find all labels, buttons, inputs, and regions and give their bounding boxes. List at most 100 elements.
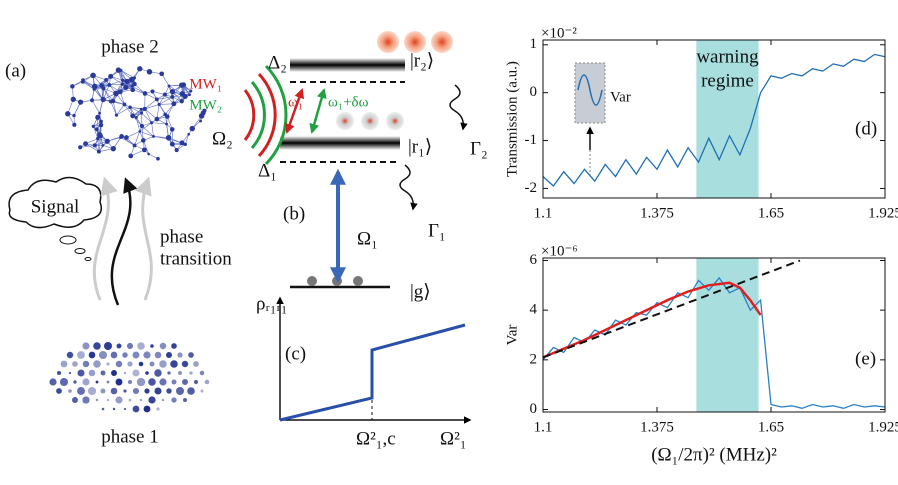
y-tick-label: 1 — [530, 36, 538, 52]
phase-dot — [68, 389, 72, 393]
network-node — [146, 69, 153, 75]
phase-dot — [115, 396, 123, 404]
phase-dot — [165, 351, 173, 359]
network-node — [92, 143, 97, 148]
network-node — [91, 124, 95, 128]
signal-label: Signal — [31, 196, 80, 217]
network-node — [179, 140, 185, 146]
omega1-shift-label: ω₁+δω — [328, 94, 369, 110]
network-node — [165, 122, 169, 126]
phase-dot — [187, 387, 195, 395]
network-edge — [109, 83, 123, 86]
network-node — [101, 86, 106, 91]
phase-dot — [115, 360, 123, 368]
phase-dot — [106, 362, 110, 366]
network-node — [152, 134, 155, 138]
phase-dot — [100, 388, 106, 394]
y-tick-label: 0 — [530, 401, 538, 417]
network-node — [165, 114, 170, 119]
network-node — [134, 115, 138, 119]
y-tick-label: 6 — [530, 252, 538, 268]
phase-dot — [60, 360, 68, 368]
network-node — [141, 147, 147, 153]
network-edge — [144, 104, 160, 110]
network-node — [123, 84, 129, 90]
phase-dot — [98, 350, 108, 360]
phase-dot — [136, 377, 146, 387]
network-node — [130, 113, 136, 119]
network-node — [99, 119, 103, 124]
level-r2 — [290, 58, 405, 72]
network-edge — [129, 106, 142, 114]
network-edge — [139, 131, 154, 137]
network-edge — [109, 79, 124, 86]
phase-dot — [143, 405, 151, 413]
phase-dot — [72, 361, 78, 367]
network-edge — [130, 149, 145, 157]
x-tick-label: 1.65 — [758, 419, 784, 435]
network-node — [96, 136, 100, 141]
network-node — [132, 81, 137, 87]
network-node — [77, 99, 84, 105]
mw-transition — [309, 88, 327, 134]
network-edge — [141, 125, 144, 141]
phase-dot — [73, 380, 77, 384]
network-edge — [134, 83, 146, 94]
phase-dot — [123, 371, 127, 375]
network-node — [80, 79, 85, 84]
y-tick-label: 4 — [530, 302, 538, 318]
x-tick-label: 1.925 — [868, 419, 898, 435]
warning-region — [696, 258, 759, 412]
network-edge — [141, 125, 154, 137]
network-node — [169, 88, 176, 95]
phase-dot — [182, 397, 188, 403]
phase-1-dots — [49, 341, 210, 413]
network-node — [169, 127, 175, 132]
network-edge — [151, 122, 167, 125]
network-node — [113, 90, 119, 97]
y-tick-label: 2 — [530, 351, 538, 367]
network-node — [150, 121, 154, 125]
level-r1 — [280, 136, 400, 150]
phase-dot — [110, 351, 118, 359]
panel-label: (b) — [283, 203, 305, 224]
network-node — [104, 77, 109, 82]
x-tick-label: 1.925 — [868, 205, 898, 221]
network-node — [170, 95, 175, 99]
phase-dot — [159, 342, 167, 350]
phase-dot — [188, 352, 194, 358]
phase-dot — [200, 389, 204, 393]
transition-arrow — [92, 176, 118, 301]
network-node — [142, 106, 147, 112]
network-node — [156, 156, 160, 161]
region-label: regime — [701, 70, 754, 91]
phase-dot — [181, 360, 189, 368]
network-node — [142, 91, 148, 96]
network-node — [167, 84, 171, 88]
y-axis-label: Transmission (a.u.) — [504, 61, 520, 177]
network-node — [92, 87, 96, 91]
network-node — [179, 99, 184, 104]
network-node — [132, 76, 136, 80]
network-node — [104, 138, 110, 144]
phase-dot — [77, 351, 85, 359]
network-node — [100, 96, 106, 103]
network-node — [202, 108, 207, 113]
y-axis-label: Var — [504, 325, 520, 346]
data-line — [542, 281, 762, 359]
phase-dot — [127, 379, 133, 385]
network-node — [101, 144, 105, 147]
phase-dot — [150, 344, 154, 348]
state-label: |r₂⟩ — [410, 50, 434, 71]
delta1-label: Δ₁ — [258, 160, 277, 181]
network-node — [187, 132, 191, 136]
transition-label: transition — [160, 248, 232, 269]
phase-dot — [49, 378, 57, 386]
phase-dot — [132, 405, 140, 413]
phase-dot — [171, 343, 177, 349]
phase-dot — [100, 370, 106, 376]
phase-dot — [182, 379, 188, 385]
phase-dot — [93, 360, 101, 368]
phase-dot — [115, 378, 123, 386]
